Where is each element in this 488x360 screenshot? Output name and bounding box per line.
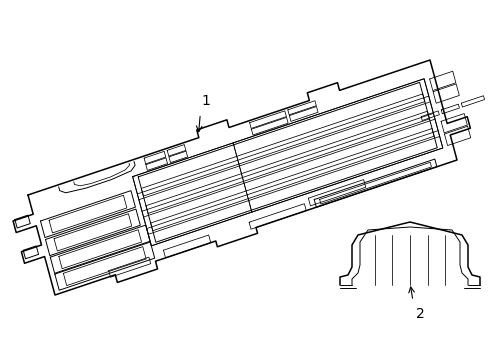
Text: 2: 2: [415, 307, 424, 321]
Text: 1: 1: [202, 94, 210, 108]
